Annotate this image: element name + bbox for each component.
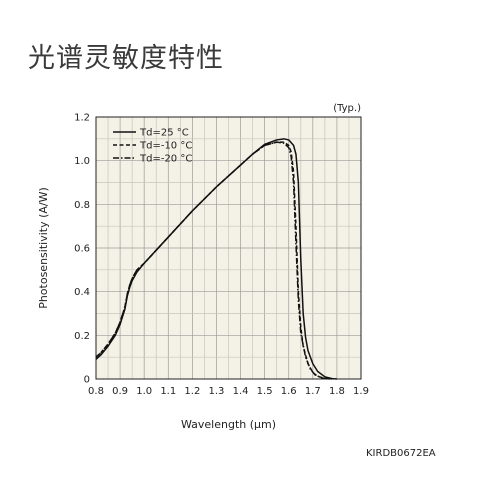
y-tick-label: 0.6 xyxy=(74,244,90,255)
x-tick-label: 1.0 xyxy=(136,386,152,397)
series-line-3 xyxy=(95,141,330,380)
x-tick-label: 0.8 xyxy=(88,386,104,397)
y-axis-label: Photosensitivity (A/W) xyxy=(37,187,50,309)
plot-frame xyxy=(95,116,362,380)
typ-note: (Typ.) xyxy=(333,103,361,114)
x-tick-label: 1.5 xyxy=(257,386,273,397)
tick-labels: 0.8 0.9 1.0 1.1 1.2 1.3 1.4 1.5 1.6 1.7 1.8 1.9 0 0.2… xyxy=(74,113,369,398)
x-tick-label: 1.7 xyxy=(305,386,321,397)
x-tick-label: 1.4 xyxy=(233,386,249,397)
chart-code: KIRDB0672EA xyxy=(366,448,436,459)
x-tick-label: 1.9 xyxy=(353,386,369,397)
x-tick-label: 1.8 xyxy=(329,386,345,397)
x-tick-label: 1.6 xyxy=(281,386,297,397)
series-layer xyxy=(95,138,337,380)
x-tick-label: 0.9 xyxy=(112,386,128,397)
legend-label: Td=25 °C xyxy=(139,128,189,139)
y-tick-label: 1.2 xyxy=(74,113,90,124)
y-tick-label: 0.8 xyxy=(74,200,90,211)
x-tick-label: 1.3 xyxy=(209,386,225,397)
x-tick-label: 1.2 xyxy=(184,386,200,397)
y-tick-label: 1.0 xyxy=(74,156,90,167)
legend-label: Td=-10 °C xyxy=(139,141,192,152)
grid-lines xyxy=(95,116,362,380)
legend: Td=25 °C Td=-10 °C Td=-20 °C xyxy=(113,128,192,165)
x-axis-label: Wavelength (μm) xyxy=(181,418,276,431)
x-tick-label: 1.1 xyxy=(160,386,176,397)
page-title: 光谱灵敏度特性 xyxy=(28,43,224,74)
legend-label: Td=-20 °C xyxy=(139,154,192,165)
y-tick-label: 0.4 xyxy=(74,287,90,298)
y-tick-label: 0 xyxy=(84,375,90,386)
y-tick-label: 0.2 xyxy=(74,331,90,342)
